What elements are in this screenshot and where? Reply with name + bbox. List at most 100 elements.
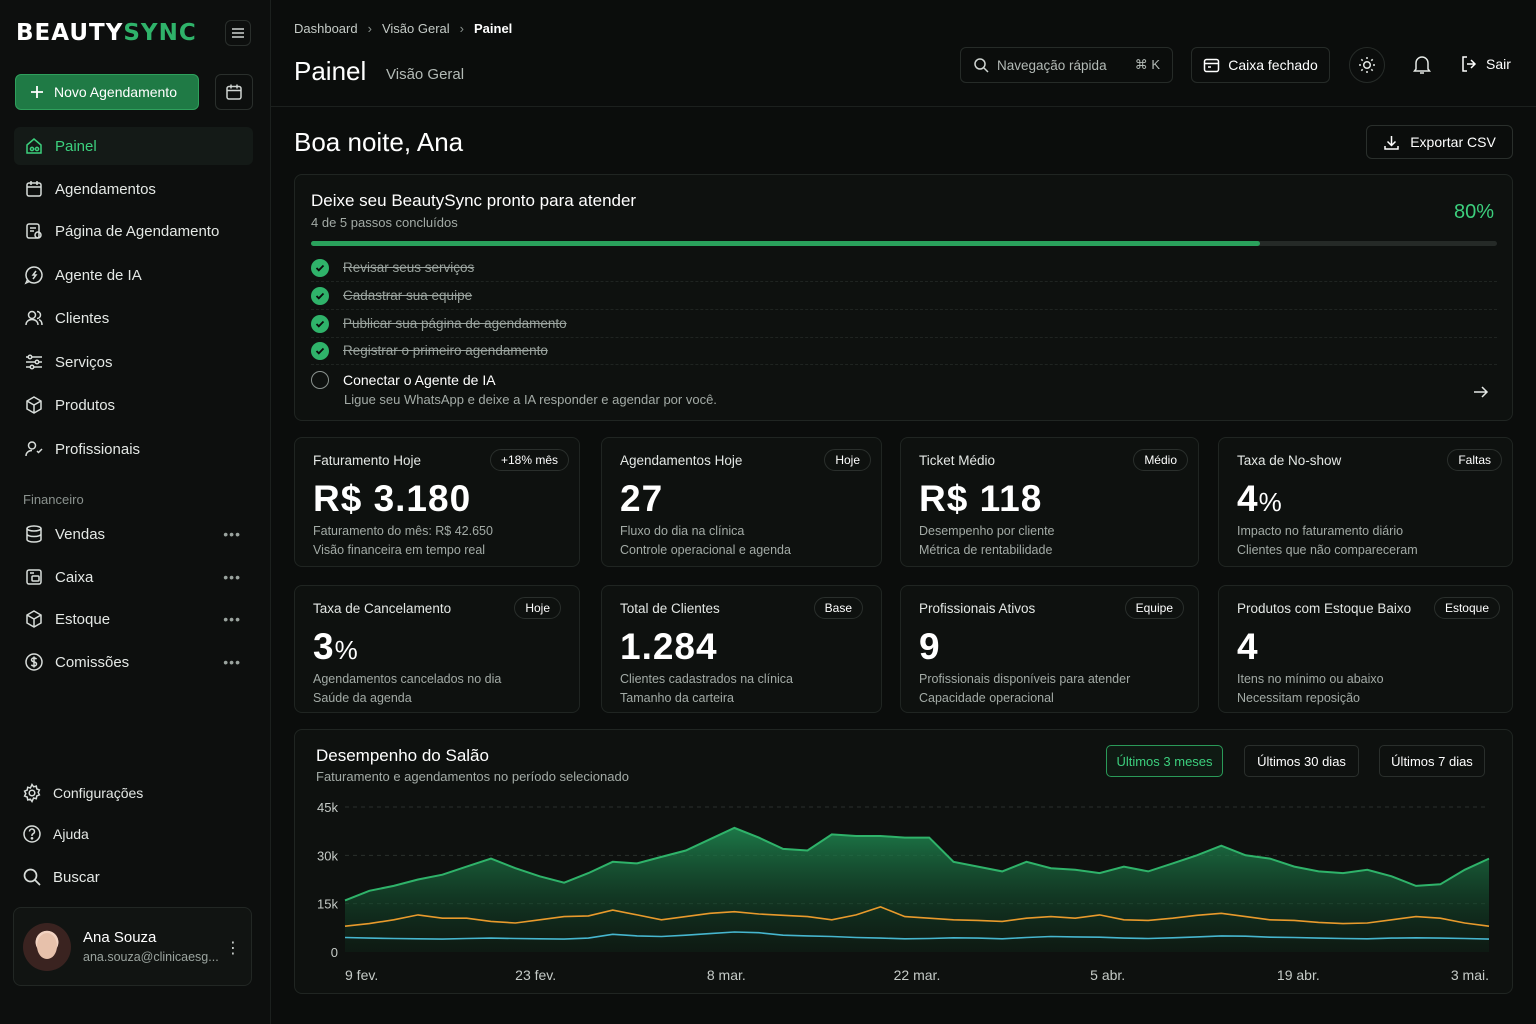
setup-step[interactable]: Cadastrar sua equipe <box>311 282 1497 310</box>
kpi-card-clientes[interactable]: Total de Clientes Base 1.284 Clientes ca… <box>601 585 882 713</box>
chevron-right-icon: › <box>367 21 372 36</box>
sidebar-item-buscar[interactable]: Buscar <box>12 858 251 896</box>
sidebar-item-ajuda[interactable]: Ajuda <box>12 815 251 853</box>
setup-step-pending[interactable]: Conectar o Agente de IA <box>311 366 1497 394</box>
page-subtitle: Visão Geral <box>386 66 465 83</box>
user-email: ana.souza@clinicaesg... <box>83 950 219 964</box>
brand-logo[interactable]: BEAUTYSYNC <box>16 20 197 46</box>
sidebar-item-label: Página de Agendamento <box>55 222 220 240</box>
kpi-line2: Saúde da agenda <box>313 691 412 705</box>
sidebar-item-comissoes[interactable]: Comissões ••• <box>14 643 253 681</box>
breadcrumb-visao-geral[interactable]: Visão Geral <box>381 21 450 36</box>
setup-step[interactable]: Revisar seus serviços <box>311 254 1497 282</box>
user-card[interactable]: Ana Souza ana.souza@clinicaesg... ⋮ <box>13 907 252 986</box>
new-appointment-button[interactable]: Novo Agendamento <box>15 74 199 110</box>
gear-icon <box>22 783 42 803</box>
kpi-value: 1.284 <box>620 626 718 667</box>
sidebar-item-estoque[interactable]: Estoque ••• <box>14 600 253 638</box>
x-tick-label: 8 mar. <box>707 967 746 983</box>
setup-step[interactable]: Publicar sua página de agendamento <box>311 310 1497 338</box>
kpi-card-faturamento[interactable]: Faturamento Hoje +18% mês R$ 3.180 Fatur… <box>294 437 580 567</box>
kpi-line2: Capacidade operacional <box>919 691 1054 705</box>
setup-percent: 80% <box>1453 201 1494 223</box>
x-tick-label: 19 abr. <box>1277 967 1320 983</box>
kpi-title: Ticket Médio <box>919 453 996 468</box>
sidebar-item-agente-ia[interactable]: Agente de IA <box>14 256 253 294</box>
range-button-30-days[interactable]: Últimos 30 dias <box>1244 745 1359 777</box>
breadcrumb-dashboard[interactable]: Dashboard <box>294 21 358 36</box>
kpi-line1: Impacto no faturamento diário <box>1237 524 1404 538</box>
kpi-line2: Controle operacional e agenda <box>620 543 791 557</box>
sidebar-item-configuracoes[interactable]: Configurações <box>12 774 251 812</box>
logout-button[interactable]: Sair <box>1460 55 1511 73</box>
setup-step-label: Cadastrar sua equipe <box>343 288 473 303</box>
empty-circle-icon <box>311 371 329 389</box>
sidebar-item-label: Buscar <box>53 868 100 886</box>
setup-progress-bar <box>311 241 1497 246</box>
bell-icon[interactable] <box>1411 53 1433 80</box>
chart-subtitle: Faturamento e agendamentos no período se… <box>316 769 629 784</box>
sidebar-item-pagina-agendamento[interactable]: Página de Agendamento <box>14 212 253 250</box>
progress-fill <box>311 241 1260 246</box>
sidebar-item-clientes[interactable]: Clientes <box>14 299 253 337</box>
kpi-card-agendamentos[interactable]: Agendamentos Hoje Hoje 27 Fluxo do dia n… <box>601 437 882 567</box>
kpi-title: Taxa de No-show <box>1237 453 1342 468</box>
cash-status-button[interactable]: Caixa fechado <box>1191 47 1330 83</box>
sidebar-item-painel[interactable]: Painel <box>14 127 253 165</box>
menu-toggle-icon[interactable] <box>225 20 251 46</box>
series-line <box>344 906 1490 927</box>
logout-icon <box>1462 56 1477 72</box>
cash-register-icon <box>24 567 44 587</box>
more-icon[interactable]: ••• <box>223 611 241 627</box>
new-appointment-label: Novo Agendamento <box>54 84 177 100</box>
more-icon[interactable]: ••• <box>223 569 241 585</box>
avatar <box>23 922 71 971</box>
kpi-card-ticket[interactable]: Ticket Médio Médio R$ 118 Desempenho por… <box>900 437 1199 567</box>
sidebar-item-produtos[interactable]: Produtos <box>14 386 253 424</box>
sidebar-item-agendamentos[interactable]: Agendamentos <box>14 170 253 208</box>
kpi-card-cancelamento[interactable]: Taxa de Cancelamento Hoje 3% Agendamento… <box>294 585 580 713</box>
kpi-line1: Clientes cadastrados na clínica <box>620 672 794 686</box>
cash-status-label: Caixa fechado <box>1228 57 1318 73</box>
sidebar-item-caixa[interactable]: Caixa ••• <box>14 558 253 596</box>
performance-chart-card: Desempenho do Salão Faturamento e agenda… <box>294 729 1513 994</box>
theme-toggle-sun-icon[interactable] <box>1349 47 1385 83</box>
calendar-button[interactable] <box>215 74 253 110</box>
more-icon[interactable]: ••• <box>223 526 241 542</box>
y-tick-label: 45k <box>317 800 338 815</box>
search-shortcut: ⌘ K <box>1134 57 1160 72</box>
kpi-line2: Clientes que não compareceram <box>1237 543 1418 557</box>
sidebar-item-profissionais[interactable]: Profissionais <box>14 430 253 468</box>
kpi-badge: Hoje <box>514 597 561 619</box>
arrow-right-icon[interactable] <box>1472 383 1490 406</box>
setup-step-label: Revisar seus serviços <box>343 260 475 275</box>
section-financeiro-label: Financeiro <box>23 492 84 507</box>
range-button-7-days[interactable]: Últimos 7 dias <box>1379 745 1485 777</box>
sidebar-item-servicos[interactable]: Serviços <box>14 343 253 381</box>
kpi-line2: Necessitam reposição <box>1237 691 1360 705</box>
range-button-3-months[interactable]: Últimos 3 meses <box>1106 745 1223 777</box>
box-icon <box>24 609 44 629</box>
more-icon[interactable]: ••• <box>223 654 241 670</box>
sidebar-item-label: Estoque <box>55 610 111 628</box>
export-csv-button[interactable]: Exportar CSV <box>1366 125 1513 159</box>
kpi-card-estoque[interactable]: Produtos com Estoque Baixo Estoque 4 Ite… <box>1218 585 1513 713</box>
series-line <box>344 931 1490 940</box>
more-vertical-icon[interactable]: ⋮ <box>225 940 241 957</box>
sidebar-item-label: Configurações <box>53 785 144 801</box>
kpi-title: Total de Clientes <box>620 601 720 616</box>
sidebar-item-label: Serviços <box>55 353 113 371</box>
greeting: Boa noite, Ana <box>294 127 464 157</box>
setup-step[interactable]: Registrar o primeiro agendamento <box>311 337 1497 365</box>
y-tick-label: 15k <box>317 897 338 912</box>
sidebar-item-vendas[interactable]: Vendas ••• <box>14 515 253 553</box>
y-tick-label: 0 <box>331 945 338 960</box>
kpi-line2: Tamanho da carteira <box>620 691 734 705</box>
kpi-card-profissionais[interactable]: Profissionais Ativos Equipe 9 Profission… <box>900 585 1199 713</box>
quick-nav-search[interactable]: Navegação rápida ⌘ K <box>960 47 1173 83</box>
chart-title: Desempenho do Salão <box>316 746 489 765</box>
kpi-card-noshow[interactable]: Taxa de No-show Faltas 4% Impacto no fat… <box>1218 437 1513 567</box>
series-line <box>344 826 1490 902</box>
kpi-value: 4 <box>1237 626 1259 667</box>
